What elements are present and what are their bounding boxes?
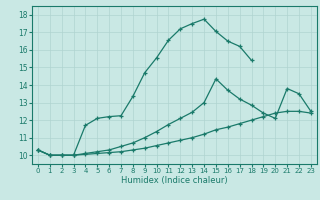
X-axis label: Humidex (Indice chaleur): Humidex (Indice chaleur) (121, 176, 228, 185)
